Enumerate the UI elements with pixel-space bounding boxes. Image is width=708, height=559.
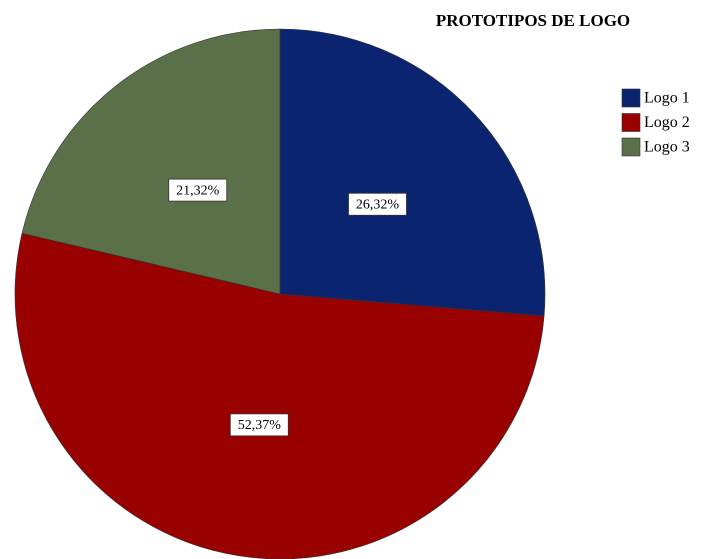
- legend-label: Logo 2: [644, 114, 690, 131]
- pie-slice: [14, 232, 545, 559]
- data-label: 21,32%: [176, 183, 220, 198]
- legend-swatch: [621, 88, 641, 108]
- label-box: [168, 178, 228, 202]
- legend-label: Logo 3: [644, 139, 690, 156]
- chart-title: PROTOTIPOS DE LOGO: [436, 11, 630, 30]
- label-box: [229, 413, 289, 437]
- legend-swatch: [621, 113, 641, 132]
- pie-slice: [279, 28, 546, 317]
- legend-label: Logo 1: [644, 90, 690, 107]
- label-box: [348, 192, 407, 216]
- data-label: 52,37%: [238, 418, 282, 433]
- data-label: 26,32%: [356, 197, 400, 212]
- legend-swatch: [621, 137, 641, 157]
- pie-slice: [21, 28, 281, 295]
